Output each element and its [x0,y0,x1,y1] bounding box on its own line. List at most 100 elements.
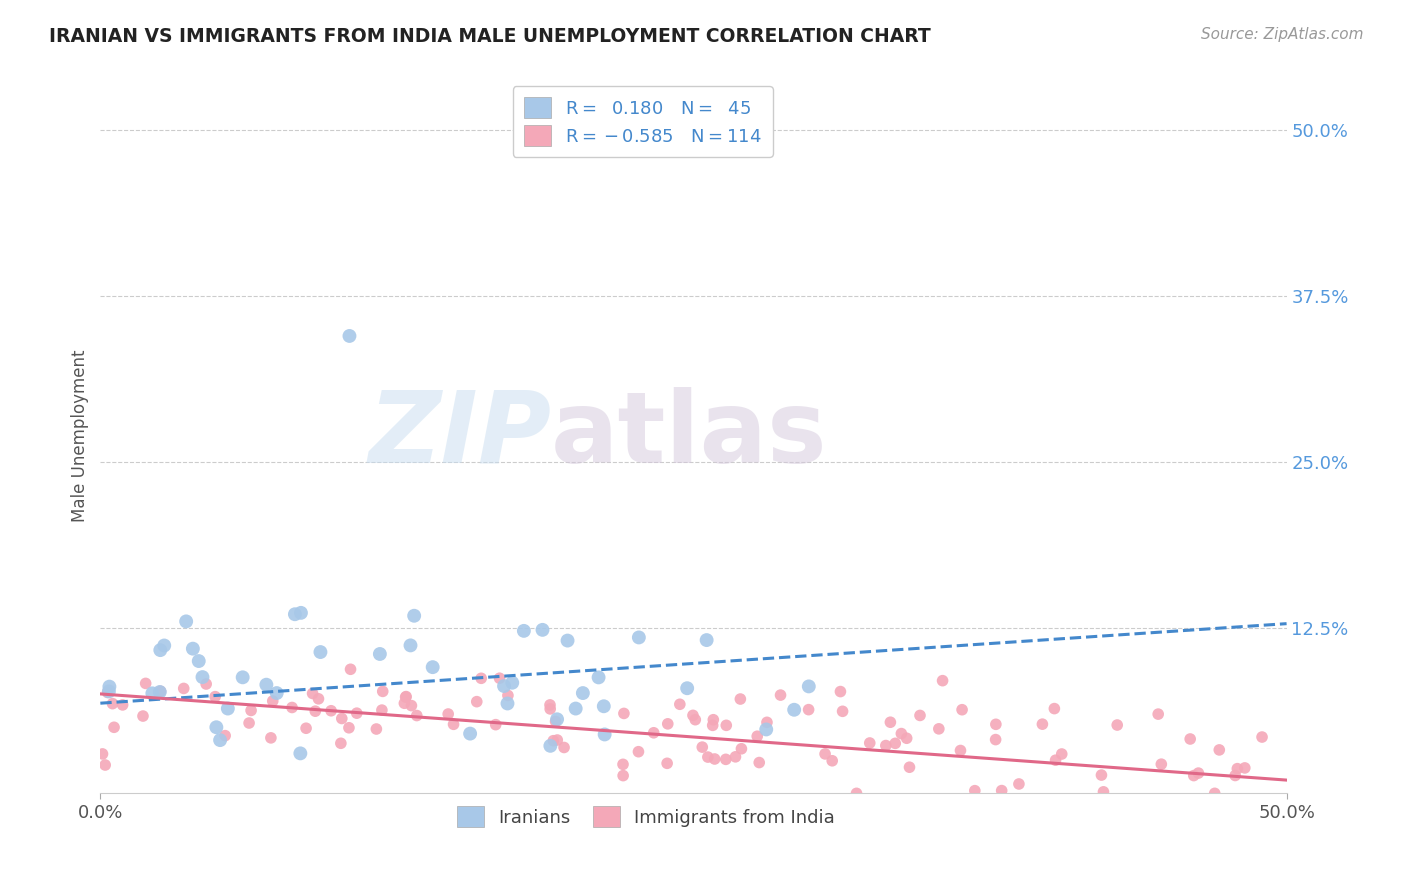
Point [437,706,460,721]
Point [984,732,1007,747]
Point [266,686,288,700]
Point [339,662,361,676]
Point [191,670,214,684]
Point [366,722,388,736]
Point [564,701,586,715]
Point [696,633,718,648]
Point [1208,743,1230,757]
Text: ZIP: ZIP [368,387,551,483]
Point [217,701,239,715]
Point [1090,768,1112,782]
Point [769,688,792,702]
Point [1204,786,1226,800]
Point [394,696,416,710]
Point [422,660,444,674]
Point [908,708,931,723]
Point [1031,717,1053,731]
Legend: Iranians, Immigrants from India: Iranians, Immigrants from India [450,799,842,834]
Point [553,740,575,755]
Point [308,691,330,706]
Point [395,690,418,704]
Point [703,752,725,766]
Point [714,752,737,766]
Point [214,729,236,743]
Point [669,698,692,712]
Point [395,690,418,704]
Point [496,697,519,711]
Point [963,783,986,797]
Point [655,756,678,771]
Point [132,709,155,723]
Point [371,703,394,717]
Y-axis label: Male Unemployment: Male Unemployment [72,349,89,522]
Point [1092,785,1115,799]
Point [470,671,492,685]
Point [1182,768,1205,782]
Point [950,703,973,717]
Point [898,760,921,774]
Point [103,720,125,734]
Point [592,699,614,714]
Point [443,717,465,731]
Point [254,678,277,692]
Point [1187,766,1209,780]
Point [329,736,352,750]
Point [284,607,307,622]
Point [1180,731,1202,746]
Point [195,677,218,691]
Point [702,718,724,732]
Point [141,686,163,700]
Point [928,722,950,736]
Point [676,681,699,696]
Point [1043,701,1066,715]
Point [724,749,747,764]
Point [543,733,565,747]
Point [337,721,360,735]
Point [465,695,488,709]
Point [730,692,752,706]
Point [205,720,228,734]
Point [290,606,312,620]
Point [260,731,283,745]
Point [404,608,426,623]
Point [281,700,304,714]
Point [98,680,121,694]
Point [685,713,707,727]
Point [101,697,124,711]
Point [690,740,713,755]
Point [1150,757,1173,772]
Point [204,690,226,704]
Point [153,639,176,653]
Point [1147,707,1170,722]
Point [531,623,554,637]
Point [173,681,195,696]
Point [371,684,394,698]
Point [682,708,704,723]
Point [1107,718,1129,732]
Point [295,721,318,735]
Point [111,698,134,712]
Text: IRANIAN VS IMMIGRANTS FROM INDIA MALE UNEMPLOYMENT CORRELATION CHART: IRANIAN VS IMMIGRANTS FROM INDIA MALE UN… [49,27,931,45]
Point [513,624,536,638]
Point [890,726,912,740]
Point [187,654,209,668]
Point [613,706,636,721]
Point [797,703,820,717]
Point [1050,747,1073,761]
Text: atlas: atlas [551,387,828,483]
Point [593,727,616,741]
Point [494,679,516,693]
Point [399,639,422,653]
Point [401,698,423,713]
Point [627,631,650,645]
Point [290,747,312,761]
Point [730,741,752,756]
Point [309,645,332,659]
Point [875,739,897,753]
Point [262,694,284,708]
Point [747,729,769,743]
Point [97,684,120,698]
Point [830,684,852,698]
Point [496,689,519,703]
Point [405,708,427,723]
